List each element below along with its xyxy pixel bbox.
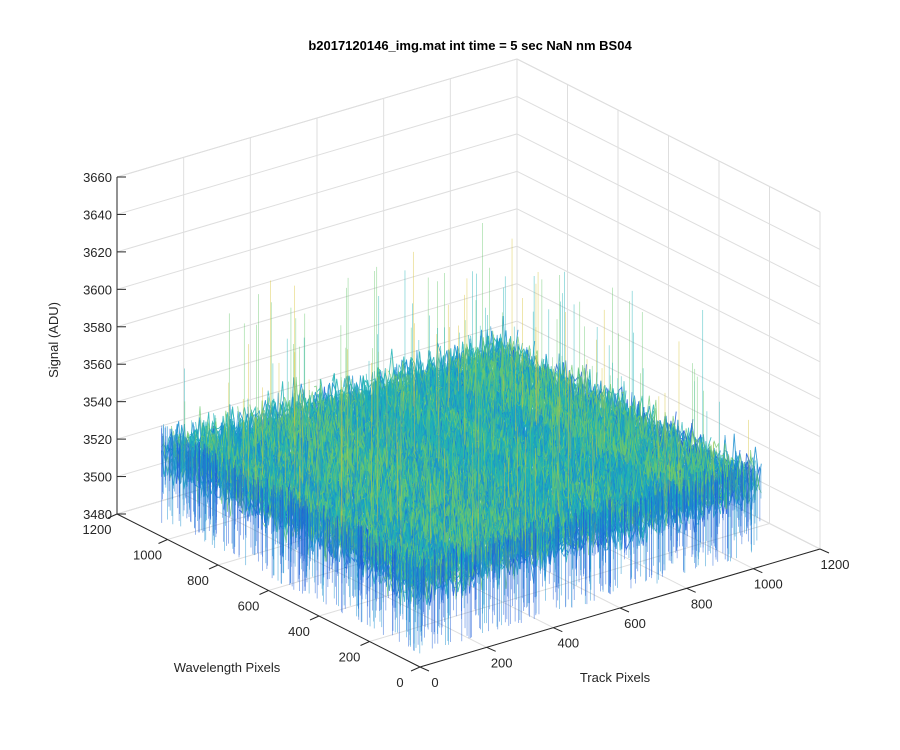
x-tick: [819, 548, 830, 554]
y-tick: [158, 539, 168, 544]
x-tick-label: 600: [624, 616, 646, 631]
x-tick-label: 400: [557, 636, 579, 651]
z-tick-label: 3620: [83, 245, 112, 260]
x-tick-label: 1200: [821, 557, 850, 572]
z-tick-label: 3600: [83, 282, 112, 297]
x-tick-label: 0: [431, 675, 438, 690]
x-tick-label: 800: [691, 596, 713, 611]
z-tick-label: 3660: [83, 170, 112, 185]
y-tick: [208, 564, 219, 570]
y-tick: [107, 513, 118, 519]
y-tick-label: 1200: [83, 522, 112, 537]
x-tick: [486, 646, 496, 652]
z-tick-label: 3560: [83, 357, 112, 372]
axes: [107, 176, 830, 672]
tick-labels: 0 200 400 600 800 1000 1200 0 200 400 600 800 1000 12…: [83, 170, 850, 690]
z-tick-label: 3520: [83, 432, 112, 447]
surface-strand: [464, 343, 724, 502]
chart-title: b2017120146_img.mat int time = 5 sec NaN…: [308, 38, 632, 53]
surface-strand: [496, 344, 756, 496]
z-axis-label: Signal (ADU): [46, 302, 61, 378]
x-tick-label: 200: [491, 655, 513, 670]
z-tick-label: 3500: [83, 470, 112, 485]
surface-mesh: [160, 222, 762, 654]
x-tick-label: 1000: [754, 577, 783, 592]
y-tick: [309, 615, 320, 621]
y-tick-label: 1000: [133, 548, 162, 563]
x-tick: [753, 568, 763, 574]
y-tick-label: 0: [396, 675, 403, 690]
x-tick: [553, 627, 563, 633]
y-tick-label: 600: [238, 599, 260, 614]
x-tick: [619, 607, 630, 613]
y-tick: [410, 666, 421, 672]
z-tick-label: 3640: [83, 207, 112, 222]
y-tick-label: 800: [187, 573, 209, 588]
y-tick-label: 200: [339, 650, 361, 665]
x-axis-label: Track Pixels: [580, 670, 651, 685]
z-tick-label: 3580: [83, 320, 112, 335]
x-tick: [686, 587, 696, 593]
y-tick-label: 400: [288, 624, 310, 639]
z-tick-label: 3480: [83, 507, 112, 522]
y-axis-label: Wavelength Pixels: [174, 660, 281, 675]
z-tick-label: 3540: [83, 395, 112, 410]
y-tick: [259, 590, 269, 595]
y-tick: [360, 641, 370, 646]
x-tick: [419, 666, 430, 672]
